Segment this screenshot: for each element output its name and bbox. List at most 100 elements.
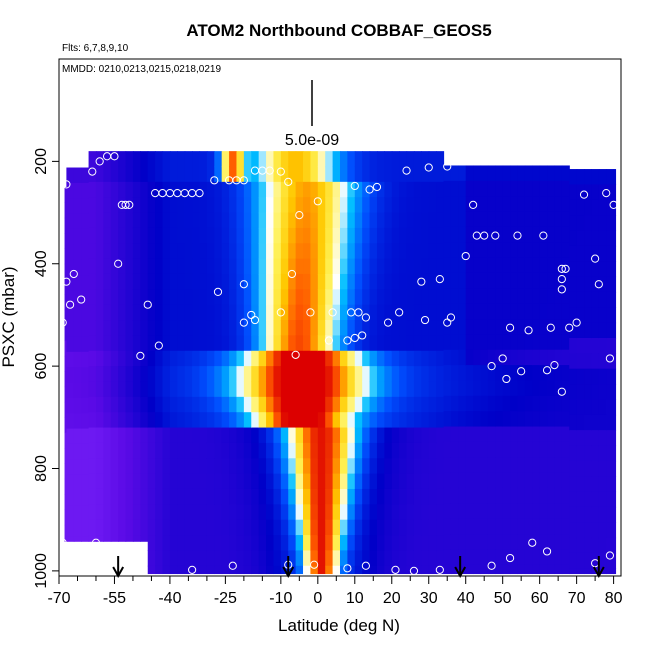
heatmap-cell <box>317 289 326 306</box>
heatmap-cell <box>266 535 275 552</box>
heatmap-cell <box>64 478 67 495</box>
heatmap-cell <box>576 215 585 232</box>
heatmap-cell <box>591 399 600 416</box>
heatmap-cell <box>95 151 104 168</box>
heatmap-cell <box>155 212 164 229</box>
heatmap-cell <box>576 245 585 262</box>
heatmap-cell <box>421 197 430 214</box>
heatmap-cell <box>266 258 275 275</box>
heatmap-cell <box>524 487 533 504</box>
heatmap-cell <box>169 458 178 475</box>
heatmap-cell <box>147 350 156 367</box>
heatmap-cell <box>155 458 164 475</box>
heatmap-cell <box>591 445 600 462</box>
heatmap-cell <box>391 212 400 229</box>
heatmap-cell <box>473 211 482 228</box>
heatmap-cell <box>487 549 496 566</box>
heatmap-cell <box>354 366 363 383</box>
heatmap-cell <box>177 181 186 198</box>
heatmap-cell <box>317 458 326 475</box>
heatmap-cell <box>421 458 430 475</box>
heatmap-cell <box>229 243 238 260</box>
heatmap-cell <box>584 199 593 216</box>
heatmap-cell <box>502 518 511 535</box>
observation-point <box>517 367 526 376</box>
heatmap-cell <box>443 503 452 520</box>
heatmap-cell <box>495 518 504 535</box>
heatmap-cell <box>251 565 260 575</box>
heatmap-cell <box>584 399 593 416</box>
heatmap-cell <box>532 441 541 458</box>
heatmap-cell <box>295 519 304 536</box>
heatmap-cell <box>73 413 82 430</box>
heatmap-cell <box>81 351 90 368</box>
heatmap-cell <box>280 504 289 521</box>
heatmap-cell <box>524 441 533 458</box>
heatmap-cell <box>177 212 186 229</box>
heatmap-cell <box>251 366 260 383</box>
heatmap-cell <box>140 473 149 490</box>
heatmap-cell <box>325 335 334 352</box>
heatmap-cell <box>347 381 356 398</box>
heatmap-cell <box>391 227 400 244</box>
heatmap-cell <box>177 289 186 306</box>
heatmap-cell <box>317 166 326 183</box>
heatmap-cell <box>132 335 141 352</box>
heatmap-cell <box>118 273 127 290</box>
heatmap-cell <box>362 488 371 505</box>
heatmap-cell <box>325 197 334 214</box>
heatmap-cell <box>147 227 156 244</box>
heatmap-cell <box>303 181 312 198</box>
heatmap-cell <box>517 487 526 504</box>
heatmap-cell <box>458 534 467 550</box>
heatmap-cell <box>214 350 223 367</box>
heatmap-cell <box>510 349 519 366</box>
heatmap-cell <box>384 151 393 168</box>
heatmap-cell <box>340 488 348 505</box>
heatmap-cell <box>132 412 141 429</box>
heatmap-cell <box>384 366 393 383</box>
heatmap-cell <box>510 165 519 182</box>
heatmap-cell <box>561 303 570 320</box>
x-tick-label: -10 <box>269 590 292 607</box>
heatmap-cell <box>310 212 319 229</box>
heatmap-cell <box>206 227 215 244</box>
heatmap-cell <box>251 396 260 413</box>
heatmap-cell <box>539 196 548 213</box>
heatmap-cell <box>443 272 452 289</box>
heatmap-cell <box>591 552 600 569</box>
heatmap-cell <box>118 289 127 306</box>
x-tick-label: -55 <box>103 590 126 607</box>
heatmap-cell <box>310 197 319 214</box>
heatmap-cell <box>376 166 385 183</box>
heatmap-cell <box>110 258 119 275</box>
heatmap-cell <box>310 396 319 413</box>
heatmap-cell <box>303 550 312 567</box>
heatmap-cell <box>206 258 215 275</box>
heatmap-cell <box>473 457 482 474</box>
observation-point <box>358 331 367 340</box>
heatmap-cell <box>66 367 75 384</box>
heatmap-cell <box>517 441 526 458</box>
heatmap-cell <box>384 412 393 429</box>
heatmap-cell <box>310 335 319 352</box>
heatmap-cell <box>606 368 615 385</box>
heatmap-cell <box>473 426 482 443</box>
heatmap-cell <box>258 442 267 459</box>
heatmap-cell <box>88 488 97 505</box>
heatmap-cell <box>162 335 171 352</box>
heatmap-cell <box>458 457 467 474</box>
heatmap-cell <box>510 334 519 351</box>
heatmap-cell <box>369 350 378 367</box>
heatmap-cell <box>64 371 67 388</box>
heatmap-cell <box>95 258 104 275</box>
heatmap-cell <box>177 243 186 260</box>
heatmap-cell <box>399 458 408 475</box>
heatmap-cell <box>465 441 474 458</box>
heatmap-cell <box>295 212 304 229</box>
heatmap-cell <box>258 243 267 260</box>
heatmap-cell <box>369 197 378 214</box>
heatmap-cell <box>221 473 230 490</box>
heatmap-cell <box>229 227 238 244</box>
heatmap-cell <box>184 197 193 214</box>
